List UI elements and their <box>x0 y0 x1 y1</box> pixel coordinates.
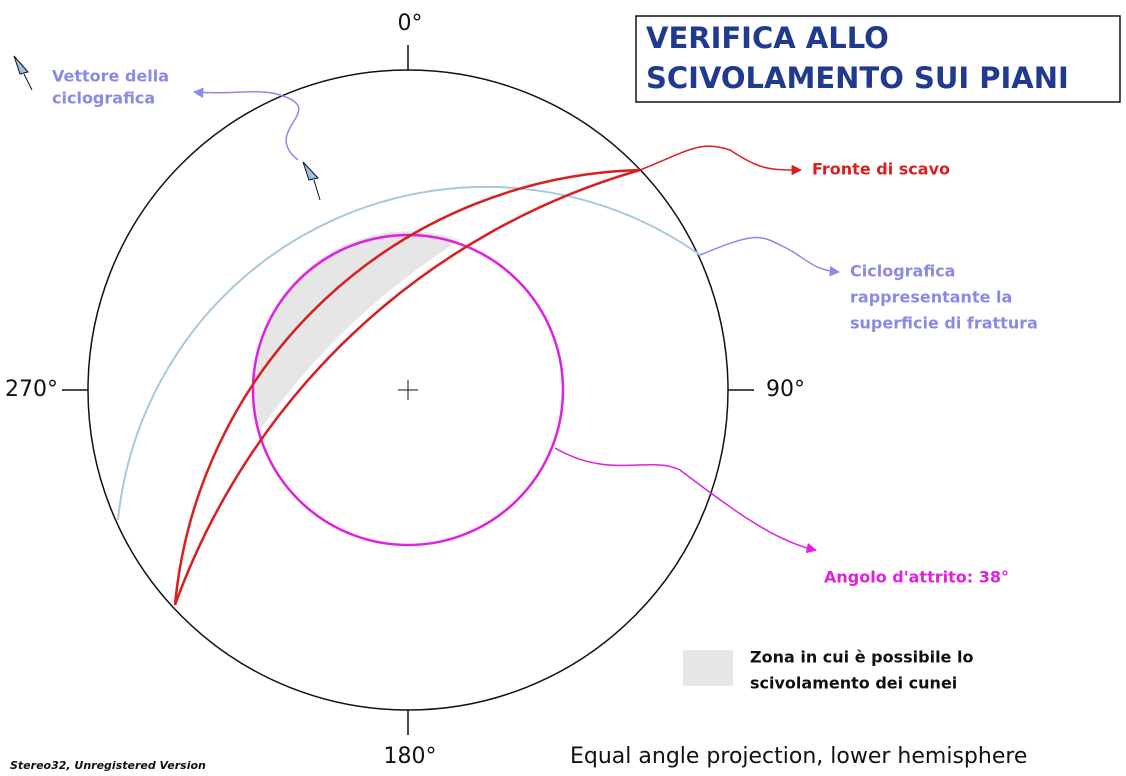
title-box <box>635 15 1121 103</box>
vector-pointer <box>192 87 300 161</box>
ticks <box>62 45 754 735</box>
south-label: 180° <box>384 744 437 769</box>
cyclographic-pointer <box>699 236 841 277</box>
face-pointer <box>639 145 803 176</box>
cyclographic-label: Ciclografica <box>850 262 955 281</box>
title-line: SCIVOLAMENTO SUI PIANI <box>646 61 1069 95</box>
vector-label: ciclografica <box>52 89 155 108</box>
projection-note: Equal angle projection, lower hemisphere <box>570 744 1027 769</box>
legend-text: Zona in cui è possibile lo <box>750 648 973 667</box>
sliding-zone <box>253 231 460 430</box>
face-arc-inner <box>173 168 641 606</box>
vector-icon-legend <box>13 55 29 75</box>
legend-swatch <box>683 650 733 686</box>
title-line: VERIFICA ALLO <box>646 21 889 55</box>
vector-icon <box>302 161 319 181</box>
vector-stem <box>313 179 321 201</box>
friction-circle <box>251 233 565 547</box>
cyclographic-arc <box>117 186 701 521</box>
cyclographic-label: superficie di frattura <box>850 314 1038 333</box>
vector-stem-legend <box>23 73 33 91</box>
friction-pointer <box>554 447 818 554</box>
face-arc-outer <box>173 168 641 606</box>
face-label: Fronte di scavo <box>812 160 950 179</box>
east-label: 90° <box>766 377 805 402</box>
legend-text: scivolamento dei cunei <box>750 674 957 693</box>
watermark: Stereo32, Unregistered Version <box>10 759 206 772</box>
cyclographic-label: rappresentante la <box>850 288 1012 307</box>
north-label: 0° <box>398 11 423 36</box>
friction-label: Angolo d'attrito: 38° <box>824 568 1009 587</box>
west-label: 270° <box>5 377 58 402</box>
vector-label: Vettore della <box>52 67 169 86</box>
